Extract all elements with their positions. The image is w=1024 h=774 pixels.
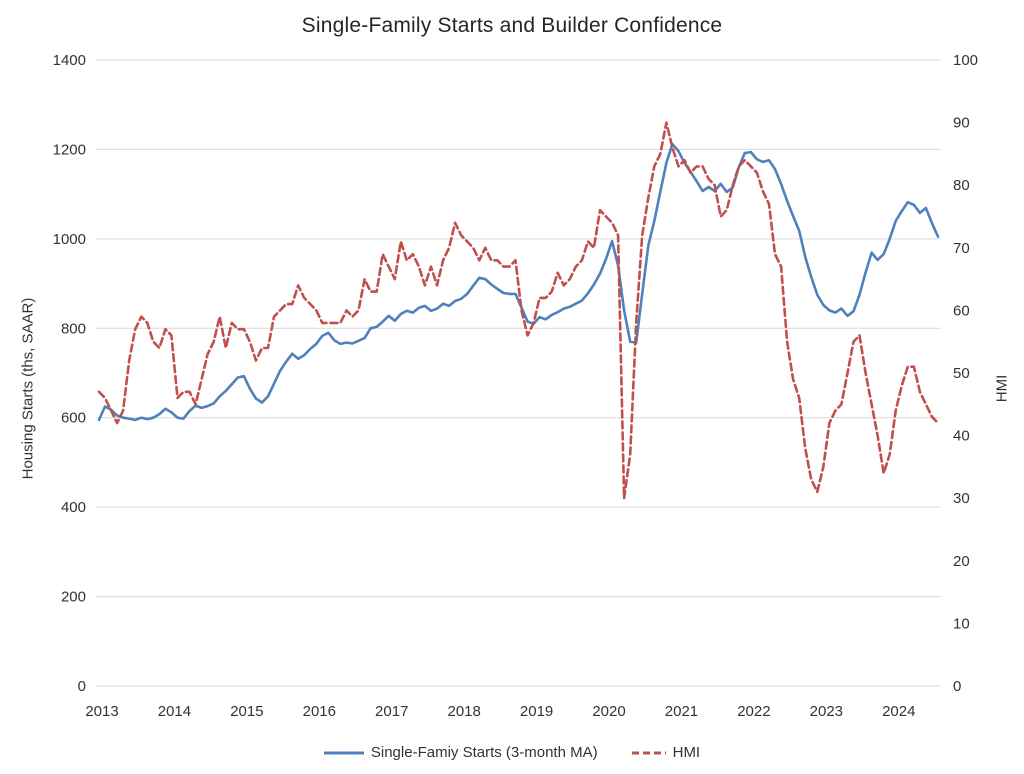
right-axis-tick-label: 90 [953, 115, 970, 132]
legend-item-starts: Single-Famiy Starts (3-month MA) [323, 743, 598, 761]
left-axis-title: Housing Starts (ths, SAAR) [19, 297, 37, 480]
left-axis-tick-label: 400 [61, 499, 86, 516]
x-axis-tick-label: 2017 [375, 703, 408, 720]
left-axis-tick-label: 1200 [53, 141, 86, 158]
right-axis-tick-label: 10 [953, 615, 970, 632]
x-axis-tick-label: 2020 [592, 703, 625, 720]
legend-label-hmi: HMI [672, 743, 701, 761]
legend-label-starts: Single-Famiy Starts (3-month MA) [370, 743, 598, 761]
right-axis-tick-label: 100 [953, 52, 978, 69]
series-line-hmi [97, 121, 940, 500]
x-axis-tick-label: 2023 [810, 703, 843, 720]
chart-title: Single-Family Starts and Builder Confide… [301, 14, 723, 37]
left-axis-tick-label: 0 [78, 678, 86, 695]
left-axis-tick-label: 200 [61, 589, 86, 606]
right-axis-tick-label: 70 [953, 240, 970, 257]
left-axis-tick-label: 1400 [53, 52, 86, 69]
starts-line-swatch [323, 744, 364, 761]
x-axis-tick-label: 2022 [737, 703, 770, 720]
legend-item-hmi: HMI [631, 743, 701, 761]
right-axis-tick-label: 30 [953, 490, 970, 507]
x-axis-tick-label: 2016 [303, 703, 336, 720]
x-axis-tick-label: 2018 [447, 703, 480, 720]
right-axis-tick-label: 0 [953, 678, 961, 695]
right-axis-tick-label: 40 [953, 428, 970, 445]
x-axis-tick-label: 2019 [520, 703, 553, 720]
x-axis-tick-label: 2015 [230, 703, 263, 720]
x-axis-tick-label: 2013 [85, 703, 118, 720]
legend: Single-Famiy Starts (3-month MA) HMI [0, 740, 1024, 764]
x-axis-tick-label: 2024 [882, 703, 915, 720]
left-axis-tick-label: 600 [61, 410, 86, 427]
left-axis-tick-label: 800 [61, 320, 86, 337]
x-axis-tick-label: 2014 [158, 703, 191, 720]
right-axis-tick-label: 60 [953, 302, 970, 319]
right-axis-tick-label: 20 [953, 553, 970, 570]
plot-area: 0 200 400 600 800 1000 1200 1400 0 10 20 30 40 50 60 70… [53, 52, 978, 720]
right-axis-title: HMI [993, 374, 1011, 403]
right-axis-tick-label: 50 [953, 365, 970, 382]
series-line-starts [97, 142, 940, 422]
right-axis-tick-label: 80 [953, 177, 970, 194]
x-axis-tick-label: 2021 [665, 703, 698, 720]
left-axis-tick-label: 1000 [53, 231, 86, 248]
hmi-line-swatch [631, 744, 666, 761]
